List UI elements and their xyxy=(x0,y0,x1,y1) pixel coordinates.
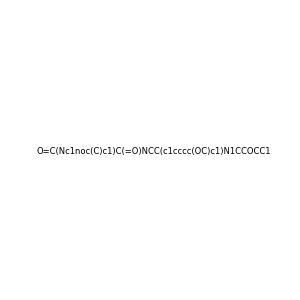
Text: O=C(Nc1noc(C)c1)C(=O)NCC(c1cccc(OC)c1)N1CCOCC1: O=C(Nc1noc(C)c1)C(=O)NCC(c1cccc(OC)c1)N1… xyxy=(37,147,271,156)
